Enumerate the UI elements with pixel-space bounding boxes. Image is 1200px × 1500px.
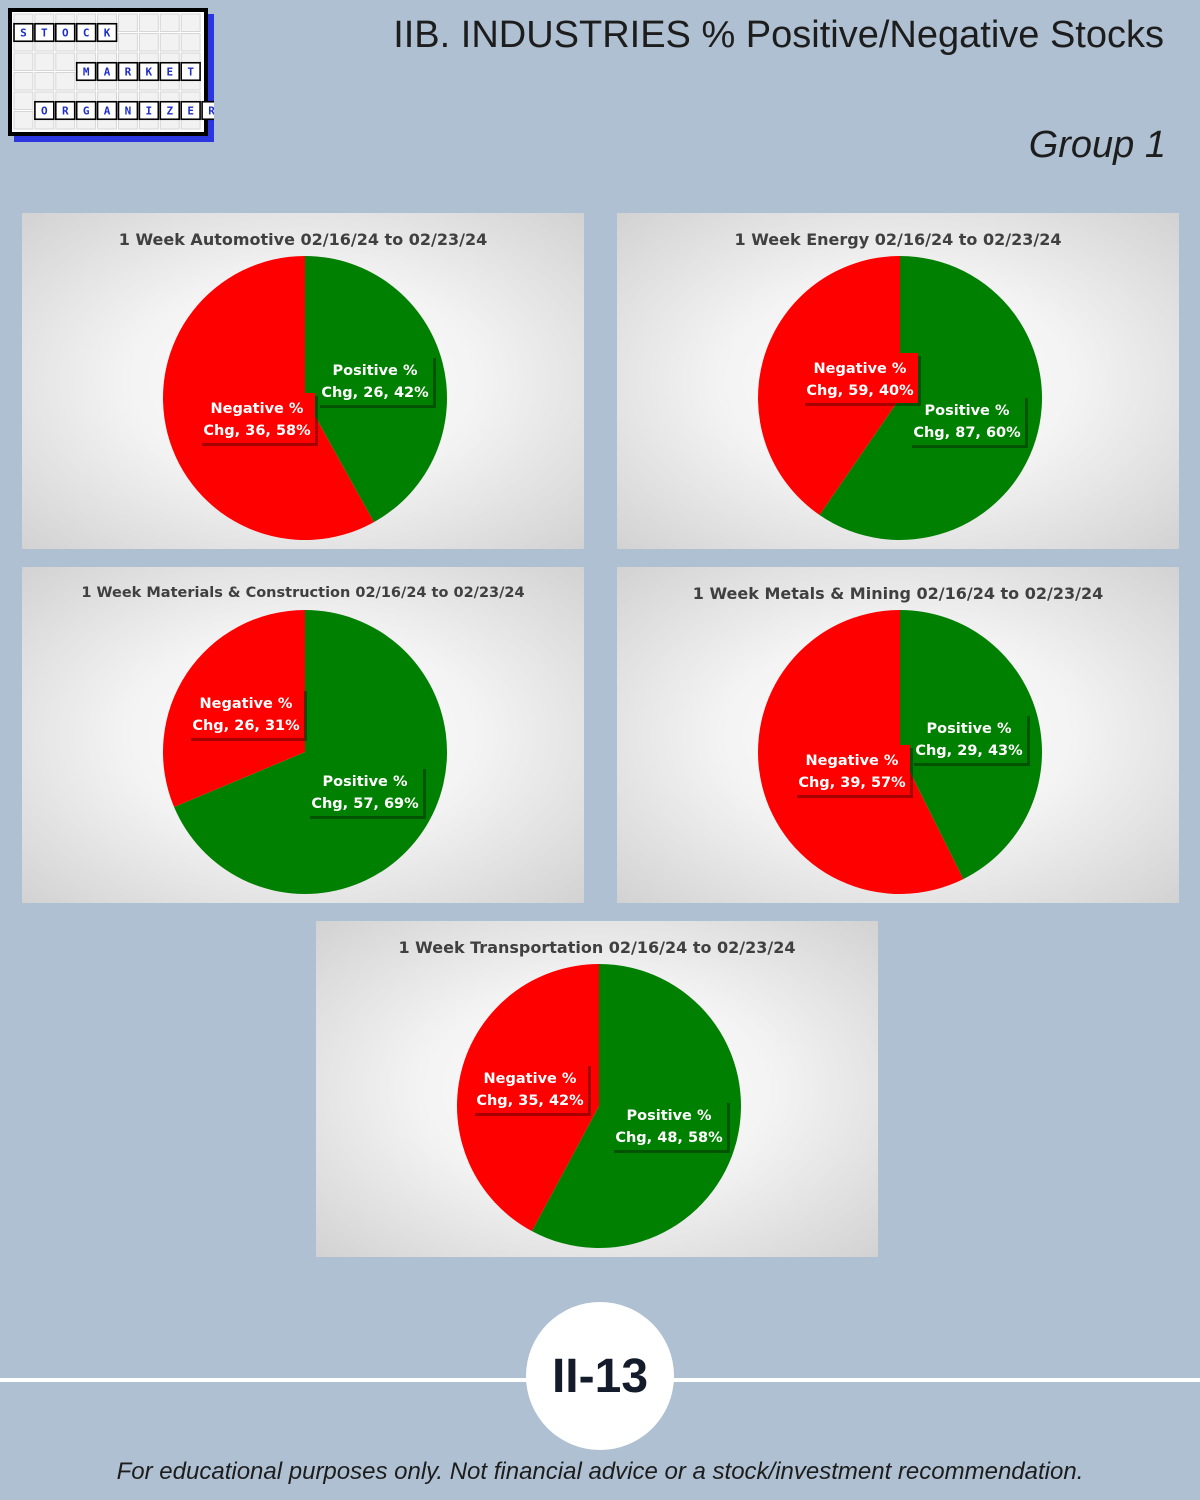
logo-letter: G bbox=[83, 105, 90, 118]
chart-panel-materials-construction: 1 Week Materials & Construction 02/16/24… bbox=[22, 567, 584, 903]
chart-panel-automotive: 1 Week Automotive 02/16/24 to 02/23/24 P… bbox=[22, 213, 584, 549]
pie-chart-transportation: 1 Week Transportation 02/16/24 to 02/23/… bbox=[398, 938, 796, 1248]
slice-label-line: Positive % bbox=[925, 403, 1010, 419]
logo-letter: O bbox=[62, 27, 69, 40]
slice-label-line: Chg, 57, 69% bbox=[311, 796, 419, 812]
logo-letter-box bbox=[13, 22, 34, 43]
group-label: Group 1 bbox=[1028, 124, 1166, 166]
pie-labels: Positive % Chg, 48, 58% Negative % Chg, 35,… bbox=[472, 1063, 730, 1153]
logo-letter-box bbox=[75, 61, 97, 82]
chart-panel-energy: 1 Week Energy 02/16/24 to 02/23/24 Posit… bbox=[617, 213, 1179, 549]
chart-panel-transportation: 1 Week Transportation 02/16/24 to 02/23/… bbox=[316, 921, 878, 1257]
logo-letter-box bbox=[96, 61, 118, 82]
pie-chart-metals-mining: 1 Week Metals & Mining 02/16/24 to 02/23… bbox=[693, 584, 1103, 894]
slice-label-positive: Positive % Chg, 48, 58% bbox=[611, 1100, 730, 1153]
logo-letter: O bbox=[41, 105, 48, 118]
slice-label-positive: Positive % Chg, 26, 42% bbox=[317, 355, 436, 408]
slice-label-line: Chg, 26, 42% bbox=[321, 385, 429, 401]
slice-label-negative: Negative % Chg, 35, 42% bbox=[472, 1063, 591, 1116]
pie-labels: Positive % Chg, 29, 43% Negative % Chg, 39,… bbox=[794, 713, 1030, 798]
pie-labels: Positive % Chg, 87, 60% Negative % Chg, 59,… bbox=[802, 353, 1028, 448]
chart-title: 1 Week Automotive 02/16/24 to 02/23/24 bbox=[119, 230, 488, 249]
slice-label-line: Positive % bbox=[323, 774, 408, 790]
slice-label-line: Chg, 48, 58% bbox=[615, 1130, 723, 1146]
slice-label-positive: Positive % Chg, 57, 69% bbox=[307, 766, 426, 819]
slice-label-line: Positive % bbox=[627, 1108, 712, 1124]
logo-letter: N bbox=[125, 105, 132, 118]
logo-letter-box bbox=[54, 22, 76, 43]
logo-letter: T bbox=[41, 27, 48, 40]
slice-label-negative: Negative % Chg, 59, 40% bbox=[802, 353, 921, 406]
logo-letter: R bbox=[125, 66, 132, 79]
pie-labels: Positive % Chg, 26, 42% Negative % Chg, 36,… bbox=[199, 355, 436, 446]
slice-label-negative: Negative % Chg, 26, 31% bbox=[188, 688, 307, 741]
logo-letter-box bbox=[34, 22, 55, 43]
slice-label-negative: Negative % Chg, 39, 57% bbox=[794, 745, 913, 798]
logo-letter: R bbox=[208, 105, 214, 118]
pie-chart-automotive: 1 Week Automotive 02/16/24 to 02/23/24 P… bbox=[119, 230, 488, 540]
logo-letter-box bbox=[96, 22, 118, 43]
slice-label-line: Negative % bbox=[806, 753, 899, 769]
logo-letter-box bbox=[138, 100, 160, 121]
slice-label-line: Negative % bbox=[200, 696, 293, 712]
slice-label-line: Negative % bbox=[814, 361, 907, 377]
disclaimer: For educational purposes only. Not finan… bbox=[116, 1458, 1084, 1485]
logo-letter: K bbox=[146, 66, 153, 79]
logo-letter: M bbox=[83, 66, 90, 79]
slice-label-line: Chg, 35, 42% bbox=[476, 1093, 584, 1109]
logo-letter-box bbox=[117, 100, 139, 121]
logo-letter: Z bbox=[166, 105, 173, 118]
logo-letter: E bbox=[166, 66, 173, 79]
slice-label-line: Chg, 59, 40% bbox=[806, 383, 914, 399]
logo-letter-box bbox=[75, 100, 97, 121]
slice-label-negative: Negative % Chg, 36, 58% bbox=[199, 393, 318, 446]
logo-letter-box bbox=[159, 100, 181, 121]
logo-letter-box bbox=[117, 61, 139, 82]
logo-letter: C bbox=[83, 27, 90, 40]
logo-letter: E bbox=[187, 105, 194, 118]
slice-label-line: Chg, 36, 58% bbox=[203, 423, 311, 439]
chart-title: 1 Week Metals & Mining 02/16/24 to 02/23… bbox=[693, 584, 1103, 603]
chart-title: 1 Week Transportation 02/16/24 to 02/23/… bbox=[398, 938, 795, 957]
slice-label-line: Chg, 26, 31% bbox=[192, 718, 300, 734]
slice-label-line: Positive % bbox=[333, 363, 418, 379]
logo-letter-box bbox=[180, 100, 201, 121]
slice-label-line: Negative % bbox=[211, 401, 304, 417]
logo-letter: I bbox=[146, 105, 153, 118]
slice-label-line: Positive % bbox=[927, 721, 1012, 737]
logo-letter: K bbox=[104, 27, 111, 40]
slice-label-line: Chg, 87, 60% bbox=[913, 425, 1021, 441]
pie-labels: Positive % Chg, 57, 69% Negative % Chg, 26,… bbox=[188, 688, 426, 819]
logo-letter-box bbox=[96, 100, 118, 121]
slice-label-line: Negative % bbox=[484, 1071, 577, 1087]
chart-title: 1 Week Materials & Construction 02/16/24… bbox=[81, 585, 524, 601]
chart-title: 1 Week Energy 02/16/24 to 02/23/24 bbox=[735, 230, 1062, 249]
pie-chart-materials-construction: 1 Week Materials & Construction 02/16/24… bbox=[81, 585, 525, 894]
logo-letter-box bbox=[34, 100, 55, 121]
slice-label-positive: Positive % Chg, 29, 43% bbox=[911, 713, 1030, 766]
slice-label-positive: Positive % Chg, 87, 60% bbox=[909, 395, 1028, 448]
logo-letter: A bbox=[104, 66, 111, 79]
pie-slices bbox=[162, 610, 448, 894]
page-number-badge: II-13 bbox=[526, 1302, 674, 1450]
logo-letter-box bbox=[201, 100, 214, 121]
logo-letter-box bbox=[54, 100, 76, 121]
logo-letter-box bbox=[75, 22, 97, 43]
stock-market-organizer-logo: S T O C KM A R K E TO R G A N I Z E R bbox=[8, 8, 214, 142]
pie-slice-positive bbox=[174, 610, 448, 894]
logo-letter: T bbox=[187, 66, 194, 79]
logo-letter-box bbox=[180, 61, 201, 82]
logo-letter: S bbox=[20, 27, 27, 40]
slice-label-line: Chg, 39, 57% bbox=[798, 775, 906, 791]
slice-label-line: Chg, 29, 43% bbox=[915, 743, 1023, 759]
pie-chart-energy: 1 Week Energy 02/16/24 to 02/23/24 Posit… bbox=[735, 230, 1062, 540]
logo-letter-box bbox=[138, 61, 160, 82]
logo-letter-box bbox=[159, 61, 181, 82]
page-title: IIB. INDUSTRIES % Positive/Negative Stoc… bbox=[393, 14, 1164, 56]
logo-letter: A bbox=[104, 105, 111, 118]
logo-letter: R bbox=[62, 105, 69, 118]
chart-panel-metals-mining: 1 Week Metals & Mining 02/16/24 to 02/23… bbox=[617, 567, 1179, 903]
